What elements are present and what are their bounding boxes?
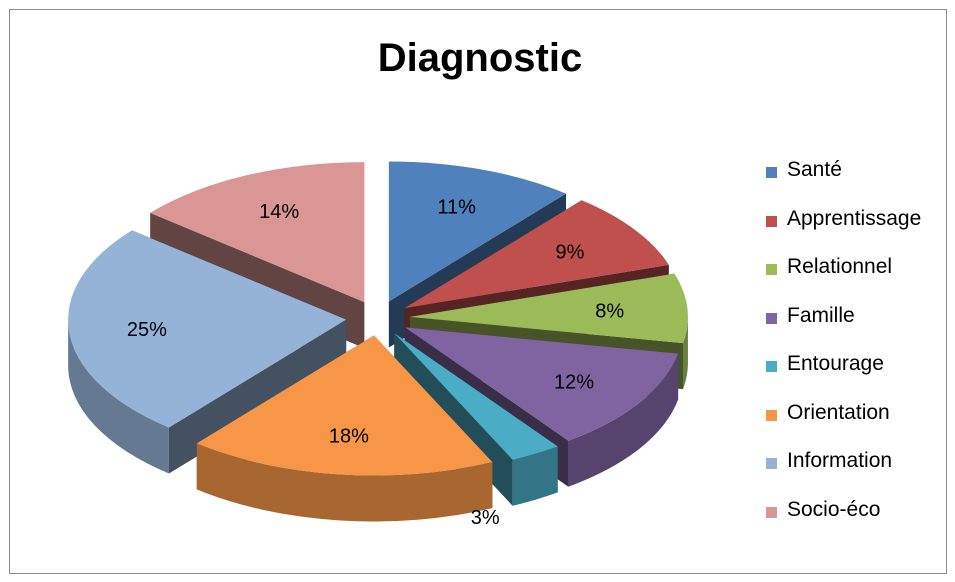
slice-outer-wall (196, 443, 493, 522)
legend-swatch (766, 312, 777, 324)
data-label: 12% (554, 371, 594, 393)
legend-swatch (766, 167, 777, 178)
legend-label: Information (787, 449, 893, 472)
slice-outer-wall (68, 319, 169, 474)
slice-outer-wall (512, 446, 558, 506)
legend-swatch (766, 458, 777, 469)
legend-label: Apprentissage (787, 206, 922, 230)
slice-top-face (388, 161, 567, 302)
legend-swatch (766, 264, 777, 275)
chart-title: Diagnostic (377, 36, 583, 80)
data-label: 25% (127, 319, 167, 341)
legend-swatch (766, 506, 777, 518)
legend-swatch (766, 409, 777, 421)
legend-label: Famille (787, 303, 855, 327)
slice-top-face (409, 273, 688, 344)
legend-swatch (766, 215, 777, 227)
legend-label: Relationnel (787, 255, 893, 278)
legend-label: Santé (787, 158, 842, 181)
data-label: 14% (259, 201, 299, 223)
slice-outer-wall (568, 353, 679, 487)
data-label: 18% (329, 425, 369, 447)
data-label: 9% (556, 241, 585, 263)
legend-label: Socio-éco (787, 497, 881, 521)
data-label: 8% (595, 301, 624, 323)
legend-label: Entourage (787, 352, 884, 375)
pie-slice (196, 335, 493, 522)
slice-top-face (68, 230, 347, 428)
slice-top-face (394, 333, 558, 460)
slice-outer-wall (683, 316, 688, 390)
data-label: 3% (471, 507, 500, 529)
legend-swatch (766, 361, 777, 372)
legend-label: Orientation (787, 400, 890, 424)
slice-top-face (150, 162, 365, 303)
slice-top-face (404, 200, 669, 309)
data-label: 11% (437, 197, 476, 219)
slice-top-face (405, 327, 679, 441)
slice-top-face (196, 335, 493, 476)
